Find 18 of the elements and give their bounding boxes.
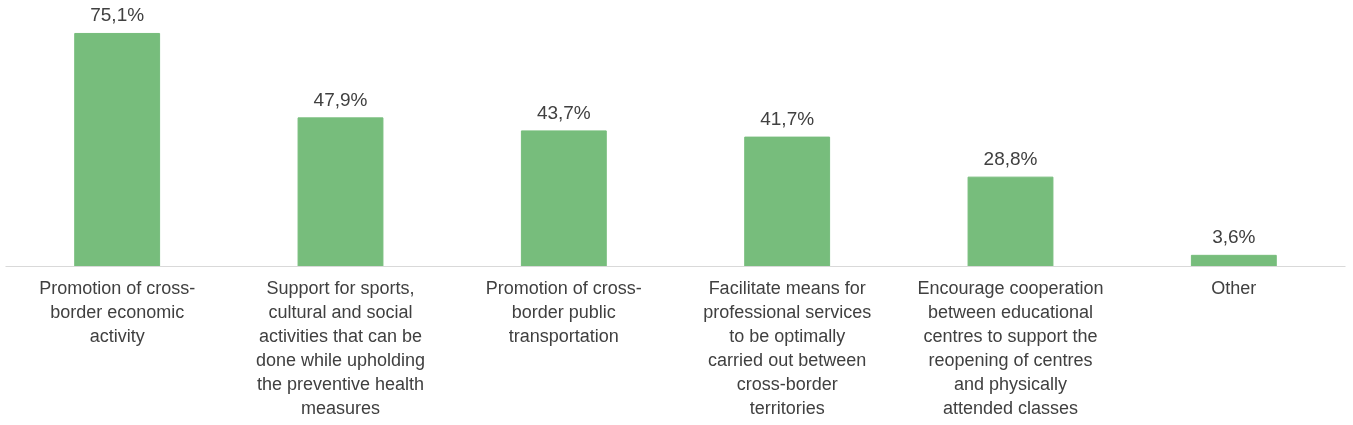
data-label: 28,8% bbox=[983, 148, 1038, 170]
data-label: 75,1% bbox=[90, 4, 145, 26]
x-tick-label: Encourage cooperation between educational centres to support the reopening of centres and physically attended classes bbox=[917, 277, 1104, 418]
bar bbox=[74, 32, 161, 267]
data-label: 47,9% bbox=[313, 88, 368, 110]
data-label: 3,6% bbox=[1212, 226, 1256, 248]
x-tick-label: Promotion of cross-border economic activity bbox=[39, 277, 196, 346]
data-label: 43,7% bbox=[536, 101, 591, 123]
bar bbox=[520, 130, 607, 267]
bar bbox=[967, 176, 1054, 267]
x-tick-label: Promotion of cross-border public transportation bbox=[485, 277, 642, 346]
bar bbox=[1190, 254, 1277, 267]
x-tick-label: Support for sports, cultural and social activities that can be done while upholding the preventive health measures bbox=[255, 277, 426, 418]
data-label: 41,7% bbox=[760, 108, 815, 130]
x-tick-label: Other bbox=[1211, 277, 1257, 298]
bar bbox=[744, 136, 831, 267]
x-tick-label: Facilitate means for professional services to be optimally carried out between cross-border territories bbox=[703, 277, 872, 418]
bar bbox=[297, 117, 384, 267]
